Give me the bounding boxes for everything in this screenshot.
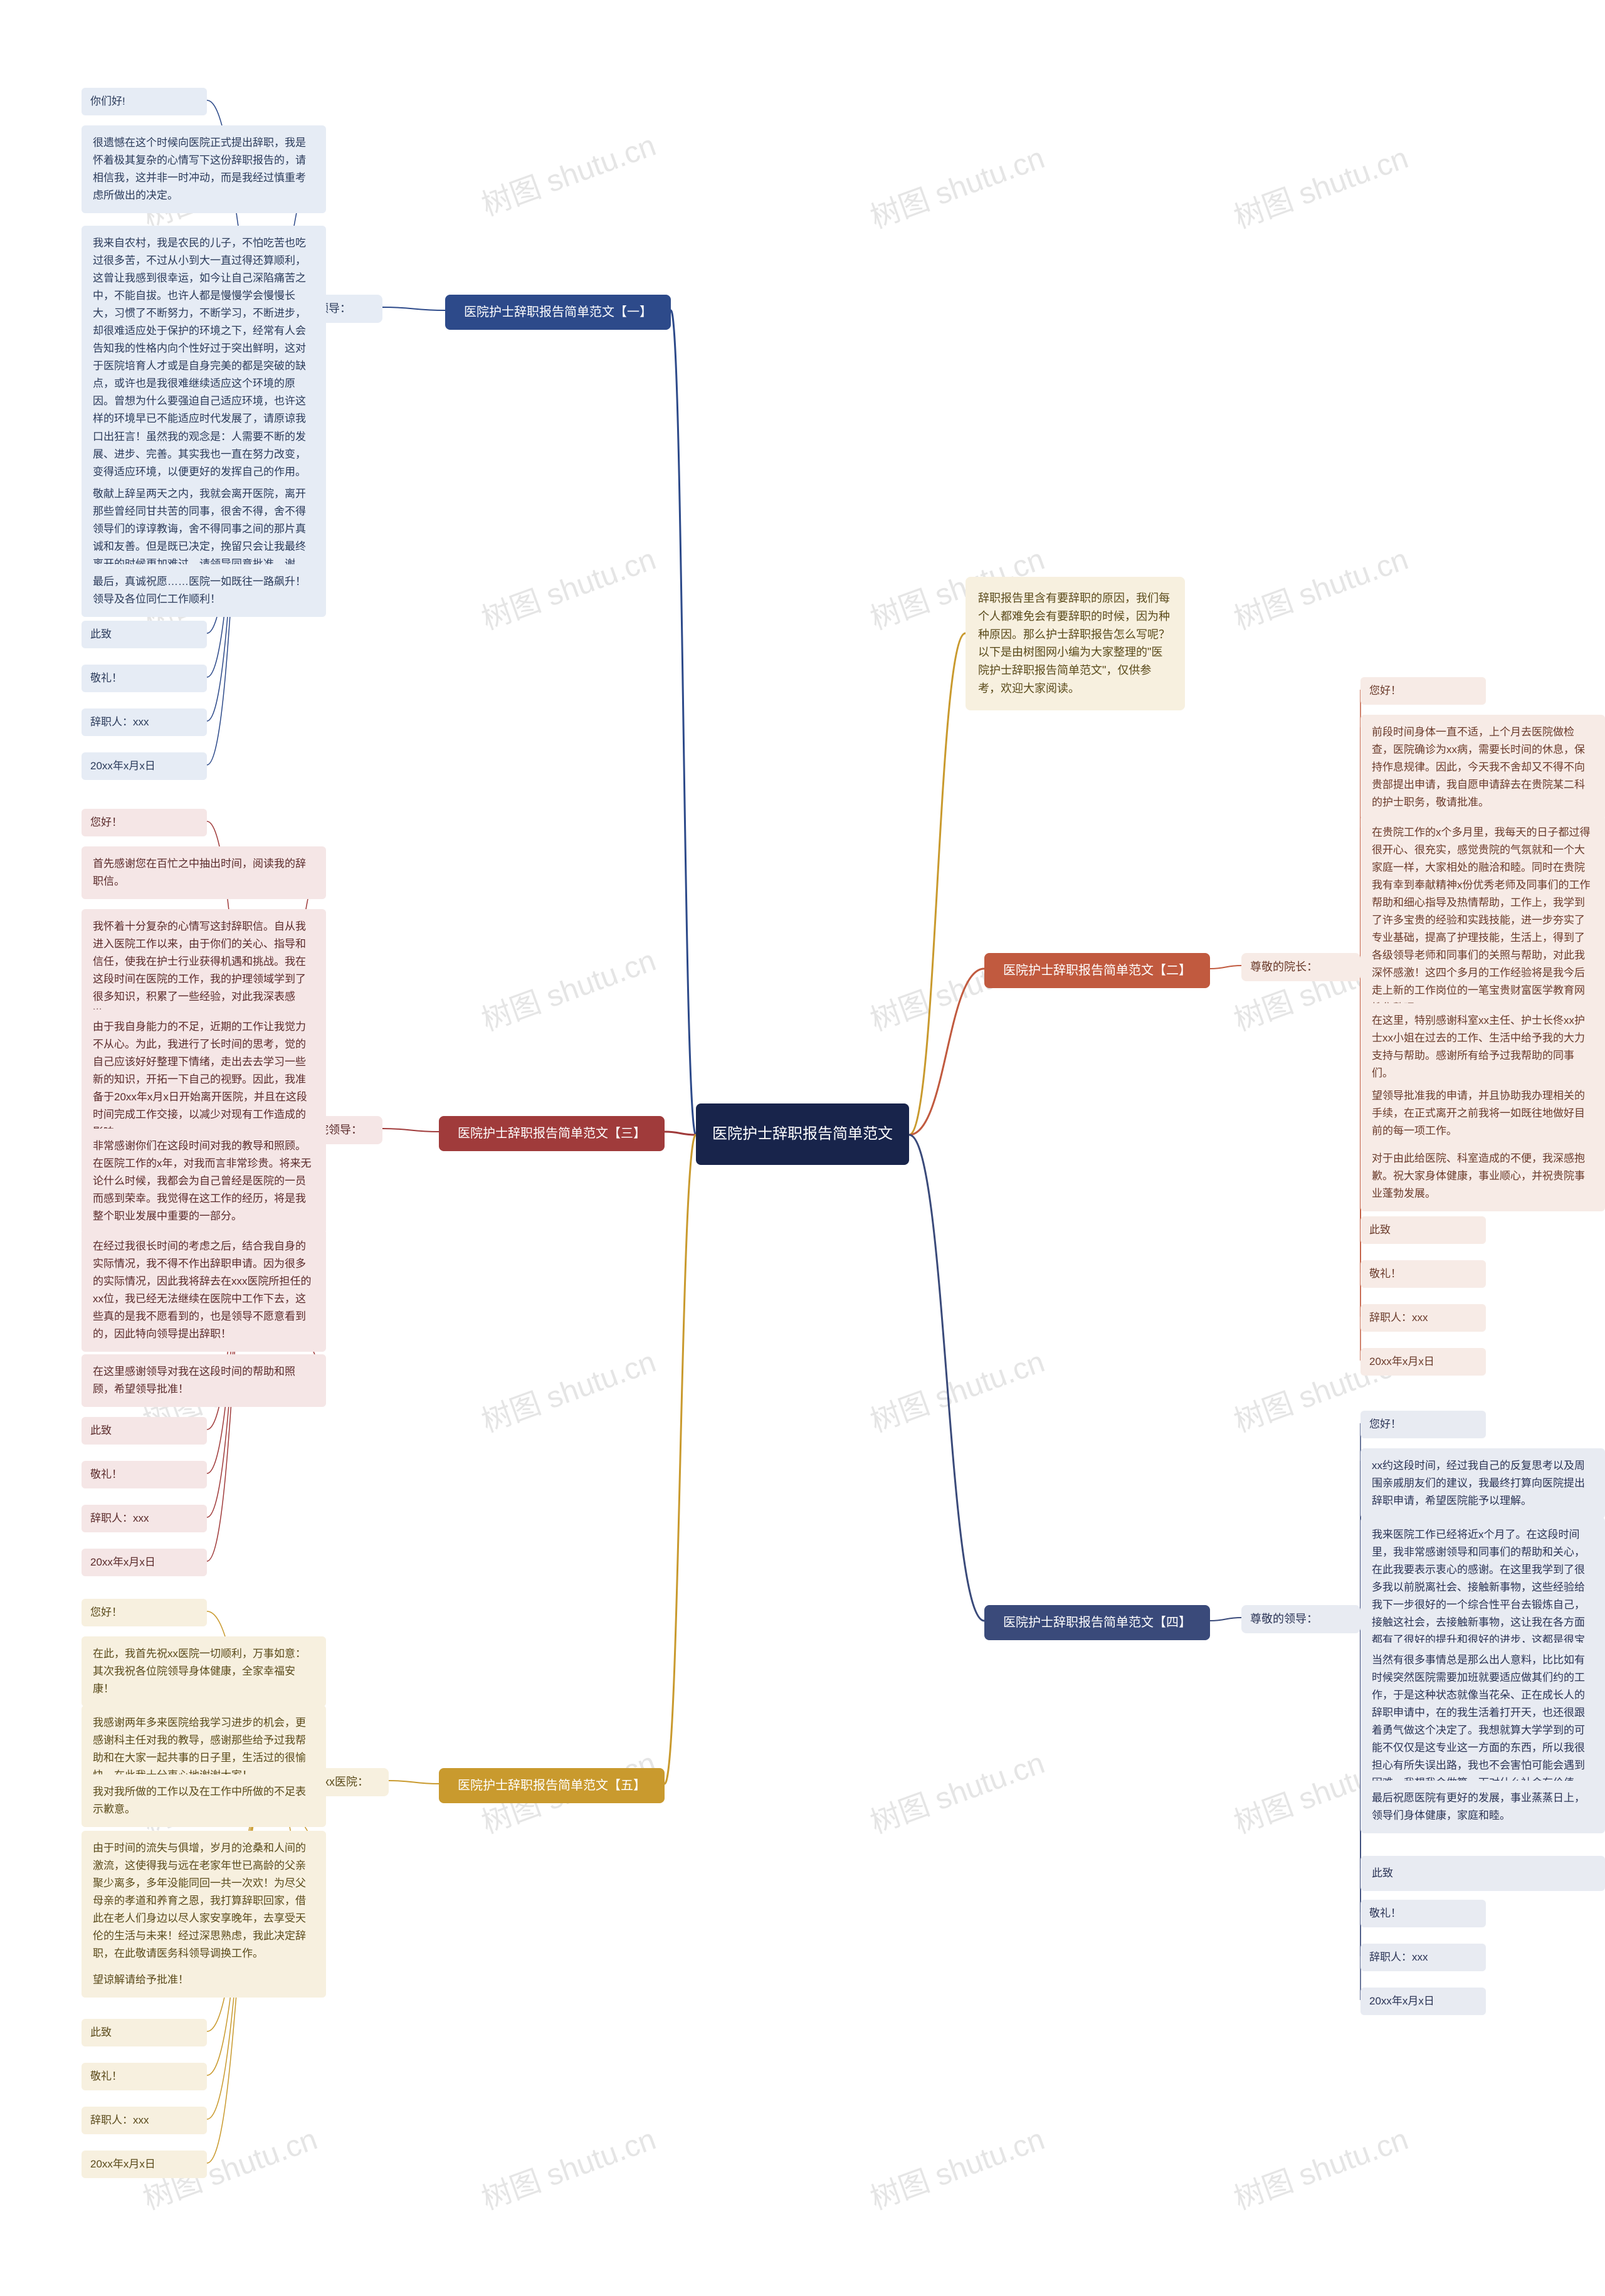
b3-detail-1: 首先感谢您在百忙之中抽出时间，阅读我的辞职信。 [82,846,326,899]
b3-detail-8: 敬礼！ [82,1461,207,1488]
b5-node: 医院护士辞职报告简单范文【五】 [439,1768,665,1803]
b2-detail-4: 望领导批准我的申请，并且协助我办理相关的手续，在正式离开之前我将一如既往地做好目… [1360,1078,1605,1149]
b4-node: 医院护士辞职报告简单范文【四】 [984,1605,1210,1640]
watermark: 树图 shutu.cn [863,133,1050,236]
b5-detail-7: 敬礼！ [82,2063,207,2090]
b1-detail-1: 很遗憾在这个时候向医院正式提出辞职，我是怀着极其复杂的心情写下这份辞职报告的，请… [82,125,326,213]
b4-sub: 尊敬的领导： [1241,1605,1360,1633]
watermark: 树图 shutu.cn [1227,2114,1413,2218]
b4-detail-5: 此致 [1360,1856,1605,1891]
b1-detail-0: 你们好! [82,88,207,115]
b2-detail-0: 您好！ [1360,677,1486,705]
b3-detail-9: 辞职人：xxx [82,1505,207,1532]
b5-detail-1: 在此，我首先祝xx医院一切顺利，万事如意：其次我祝各位院领导身体健康，全家幸福安… [82,1636,326,1707]
b4-detail-6: 敬礼！ [1360,1900,1486,1927]
b3-detail-0: 您好！ [82,809,207,836]
b2-detail-8: 辞职人：xxx [1360,1304,1486,1332]
b2-detail-2: 在贵院工作的x个多月里，我每天的日子都过得很开心、很充实，感觉贵院的气氛就和一个… [1360,815,1605,1026]
b5-detail-3: 我对我所做的工作以及在工作中所做的不足表示歉意。 [82,1774,326,1827]
watermark: 树图 shutu.cn [863,1738,1050,1841]
b2-detail-5: 对于由此给医院、科室造成的不便，我深感抱歉。祝大家身体健康，事业顺心，并祝贵院事… [1360,1141,1605,1211]
b2-detail-6: 此致 [1360,1216,1486,1244]
b5-detail-5: 望谅解请给予批准！ [82,1962,326,1998]
b4-detail-4: 最后祝愿医院有更好的发展，事业蒸蒸日上，领导们身体健康，家庭和睦。 [1360,1781,1605,1833]
watermark: 树图 shutu.cn [863,2114,1050,2218]
b5-detail-0: 您好！ [82,1599,207,1626]
b2-detail-9: 20xx年x月x日 [1360,1348,1486,1376]
b2-sub: 尊敬的院长： [1241,953,1360,981]
watermark: 树图 shutu.cn [475,120,661,224]
b1-node: 医院护士辞职报告简单范文【一】 [445,295,671,330]
b4-detail-0: 您好！ [1360,1411,1486,1438]
b1-detail-8: 20xx年x月x日 [82,752,207,780]
watermark: 树图 shutu.cn [475,1337,661,1440]
b2-node: 医院护士辞职报告简单范文【二】 [984,953,1210,988]
b1-detail-7: 辞职人：xxx [82,708,207,736]
b3-detail-6: 在这里感谢领导对我在这段时间的帮助和照顾，希望领导批准！ [82,1354,326,1407]
b2-detail-1: 前段时间身体一直不适，上个月去医院做检查，医院确诊为xx病，需要长时间的休息，保… [1360,715,1605,820]
watermark: 树图 shutu.cn [1227,133,1413,236]
b4-detail-8: 20xx年x月x日 [1360,1988,1486,2015]
b5-detail-8: 辞职人：xxx [82,2107,207,2134]
b4-detail-1: xx约这段时间，经过我自己的反复思考以及周围亲戚朋友们的建议，我最终打算向医院提… [1360,1448,1605,1519]
b4-detail-7: 辞职人：xxx [1360,1944,1486,1971]
b5-detail-4: 由于时间的流失与俱增，岁月的沧桑和人间的激流，这使得我与远在老家年世已高龄的父亲… [82,1831,326,1971]
b3-detail-4: 非常感谢你们在这段时间对我的教导和照顾。在医院工作的x年，对我而言非常珍贵。将来… [82,1129,326,1234]
b1-detail-6: 敬礼！ [82,665,207,692]
watermark: 树图 shutu.cn [863,1337,1050,1440]
watermark: 树图 shutu.cn [475,935,661,1039]
b5-detail-6: 此致 [82,2019,207,2046]
b5-detail-9: 20xx年x月x日 [82,2151,207,2178]
intro-node: 辞职报告里含有要辞职的原因，我们每个人都难免会有要辞职的时候，因为种种原因。那么… [966,577,1185,710]
b2-detail-7: 敬礼！ [1360,1260,1486,1288]
watermark: 树图 shutu.cn [1227,534,1413,638]
watermark: 树图 shutu.cn [475,2114,661,2218]
watermark: 树图 shutu.cn [475,534,661,638]
b3-detail-5: 在经过我很长时间的考虑之后，结合我自身的实际情况，我不得不作出辞职申请。因为很多… [82,1229,326,1352]
root-node: 医院护士辞职报告简单范文 [696,1103,909,1165]
b1-detail-5: 此致 [82,621,207,648]
b3-detail-10: 20xx年x月x日 [82,1549,207,1576]
b3-detail-7: 此致 [82,1417,207,1445]
b3-node: 医院护士辞职报告简单范文【三】 [439,1116,665,1151]
b1-detail-4: 最后，真诚祝愿……医院一如既往一路飙升！领导及各位同仁工作顺利！ [82,564,326,617]
